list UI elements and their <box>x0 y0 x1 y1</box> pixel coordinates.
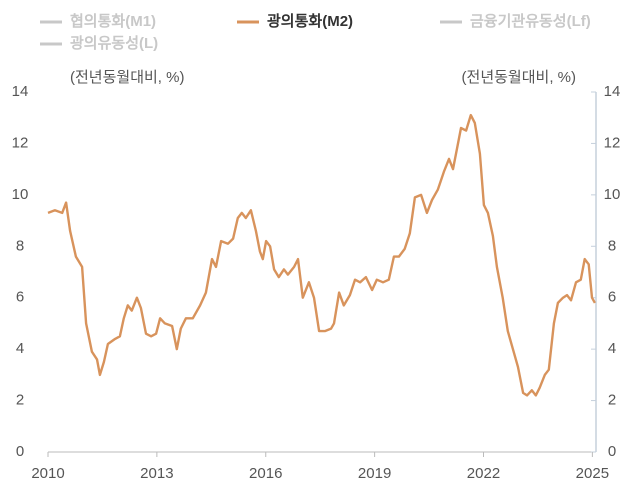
x-tick-label: 2016 <box>249 465 282 482</box>
y2-tick-label: 14 <box>604 83 621 100</box>
y-tick-label: 12 <box>12 134 29 151</box>
y2-tick-label: 0 <box>608 443 616 460</box>
y-tick-label: 10 <box>12 186 29 203</box>
y2-tick-label: 12 <box>604 134 621 151</box>
y-axis-label: (전년동월대비, %) <box>70 69 184 86</box>
legend-label: 협의통화(M1) <box>70 12 156 30</box>
legend-label: 금융기관유동성(Lf) <box>470 12 591 30</box>
y-tick-label: 4 <box>16 340 24 357</box>
y2-tick-label: 10 <box>604 186 621 203</box>
legend-label: 광의유동성(L) <box>70 34 158 52</box>
y-tick-label: 8 <box>16 237 24 254</box>
x-tick-label: 2022 <box>467 465 500 482</box>
series-line <box>47 113 596 397</box>
x-tick-label: 2019 <box>358 465 391 482</box>
y-tick-label: 2 <box>16 392 24 409</box>
y-tick-label: 14 <box>12 83 29 100</box>
legend-label: 광의통화(M2) <box>267 12 353 30</box>
y2-tick-label: 8 <box>608 237 616 254</box>
y2-tick-label: 4 <box>608 340 616 357</box>
x-tick-label: 2013 <box>140 465 173 482</box>
y-tick-label: 0 <box>16 443 24 460</box>
y2-axis-label: (전년동월대비, %) <box>462 69 576 86</box>
x-tick-label: 2025 <box>576 465 609 482</box>
y2-tick-label: 2 <box>608 392 616 409</box>
y-tick-label: 6 <box>16 289 24 306</box>
y2-tick-label: 6 <box>608 289 616 306</box>
x-tick-label: 2010 <box>31 465 64 482</box>
